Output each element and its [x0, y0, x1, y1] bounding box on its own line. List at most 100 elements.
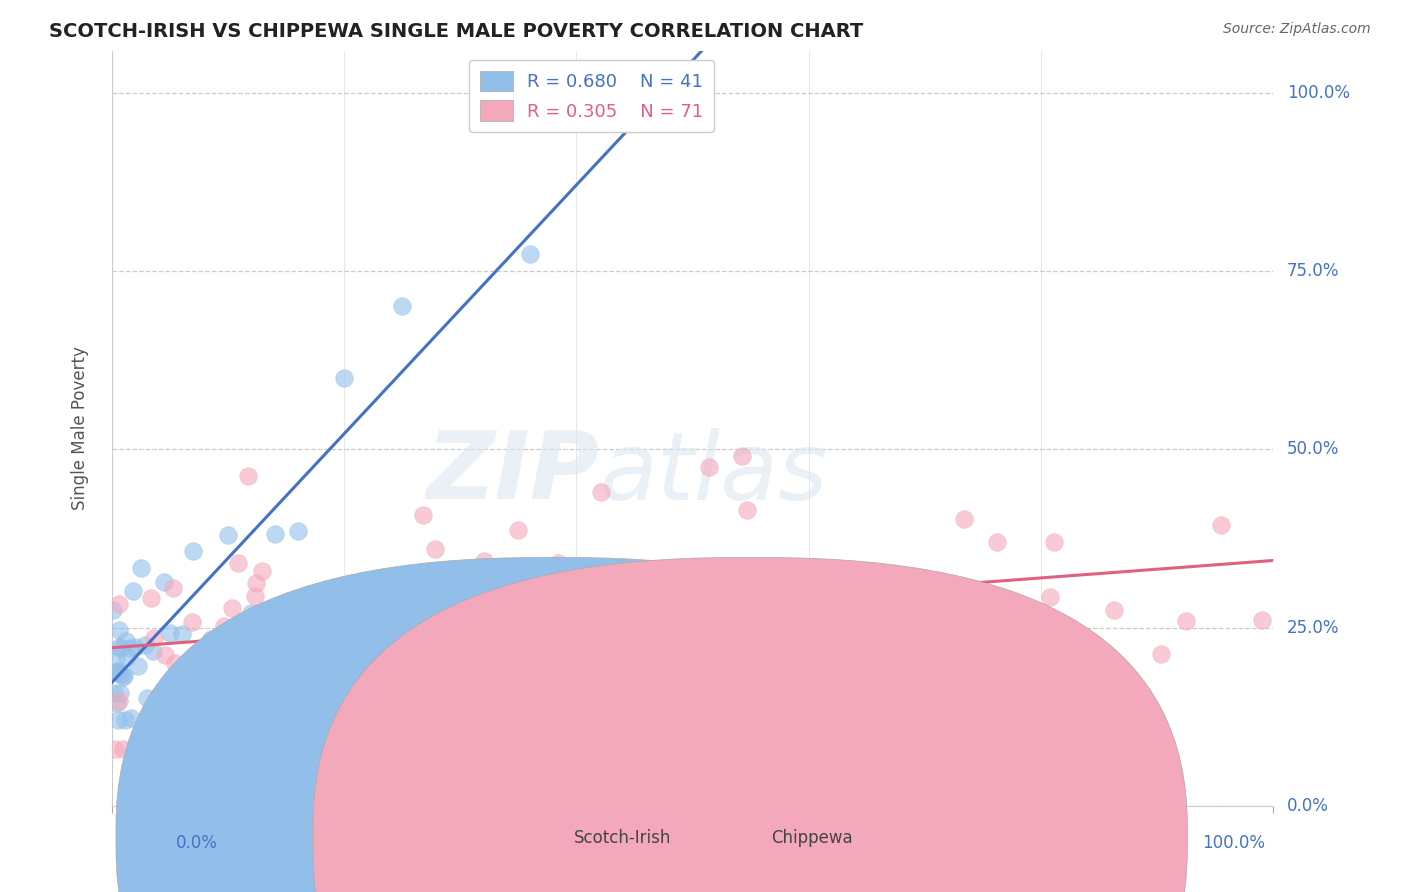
Point — [247, 664, 270, 678]
Point — [1211, 518, 1233, 533]
Point — [104, 665, 127, 680]
Point — [170, 627, 193, 641]
Point — [741, 581, 763, 595]
Point — [349, 678, 371, 692]
Point — [108, 640, 131, 654]
Point — [236, 468, 259, 483]
Point — [263, 526, 285, 541]
Text: 100.0%: 100.0% — [1286, 85, 1350, 103]
Point — [208, 636, 231, 650]
Point — [269, 663, 291, 677]
Point — [260, 714, 283, 728]
Point — [219, 691, 242, 706]
Point — [240, 606, 263, 620]
Point — [136, 690, 159, 705]
Point — [105, 665, 128, 680]
Point — [110, 640, 132, 655]
Point — [217, 528, 239, 542]
Point — [108, 597, 131, 611]
Point — [139, 591, 162, 605]
Point — [1150, 647, 1173, 661]
Point — [423, 541, 446, 556]
Point — [153, 648, 176, 662]
Text: 0.0%: 0.0% — [1286, 797, 1329, 814]
Point — [737, 503, 759, 517]
Point — [472, 554, 495, 568]
Point — [591, 485, 613, 500]
Point — [266, 657, 288, 672]
Point — [114, 713, 136, 727]
Point — [104, 741, 127, 756]
Point — [108, 624, 131, 638]
Point — [1043, 535, 1066, 549]
Point — [180, 615, 202, 629]
Point — [946, 636, 969, 650]
Point — [112, 741, 135, 756]
Point — [118, 641, 141, 656]
Point — [547, 556, 569, 570]
Point — [634, 660, 657, 674]
Point — [165, 656, 187, 670]
Point — [245, 576, 267, 591]
Point — [1102, 603, 1125, 617]
Point — [605, 666, 627, 681]
Point — [616, 574, 638, 588]
Text: ZIP: ZIP — [427, 427, 599, 519]
Text: 50.0%: 50.0% — [1286, 441, 1339, 458]
Point — [1174, 614, 1197, 628]
Point — [111, 670, 134, 684]
Point — [243, 589, 266, 603]
Point — [658, 72, 681, 87]
Point — [329, 629, 352, 643]
Point — [146, 728, 169, 742]
Point — [105, 697, 128, 711]
Y-axis label: Single Male Poverty: Single Male Poverty — [72, 346, 89, 510]
Point — [986, 534, 1008, 549]
Point — [166, 741, 188, 756]
Point — [484, 714, 506, 729]
Point — [120, 711, 142, 725]
Point — [412, 508, 434, 523]
Point — [671, 639, 693, 653]
Point — [110, 686, 132, 700]
Point — [1062, 649, 1084, 664]
Point — [142, 644, 165, 658]
Point — [134, 638, 156, 652]
Text: Source: ZipAtlas.com: Source: ZipAtlas.com — [1223, 22, 1371, 37]
Point — [124, 640, 146, 654]
Point — [848, 602, 870, 616]
Text: Chippewa: Chippewa — [772, 829, 853, 847]
Text: atlas: atlas — [599, 428, 828, 519]
Point — [226, 556, 249, 570]
Point — [287, 524, 309, 538]
Text: 0.0%: 0.0% — [176, 834, 218, 852]
Point — [391, 299, 413, 313]
Point — [107, 665, 129, 679]
Point — [520, 560, 543, 574]
Point — [122, 583, 145, 598]
Point — [519, 247, 541, 261]
Point — [236, 738, 259, 752]
Point — [104, 650, 127, 665]
Point — [333, 371, 356, 385]
Point — [953, 512, 976, 526]
Point — [613, 619, 636, 633]
Point — [153, 574, 176, 589]
Point — [143, 631, 166, 645]
Text: SCOTCH-IRISH VS CHIPPEWA SINGLE MALE POVERTY CORRELATION CHART: SCOTCH-IRISH VS CHIPPEWA SINGLE MALE POV… — [49, 22, 863, 41]
Point — [499, 591, 522, 605]
Point — [214, 619, 236, 633]
Point — [159, 626, 181, 640]
Text: 25.0%: 25.0% — [1286, 618, 1339, 637]
Point — [270, 620, 292, 634]
Point — [907, 618, 929, 632]
Point — [148, 712, 170, 726]
Point — [127, 659, 149, 673]
Point — [404, 687, 426, 701]
Point — [699, 459, 721, 474]
Point — [117, 649, 139, 664]
Point — [103, 603, 125, 617]
Point — [183, 543, 205, 558]
Point — [107, 713, 129, 727]
Point — [112, 667, 135, 681]
